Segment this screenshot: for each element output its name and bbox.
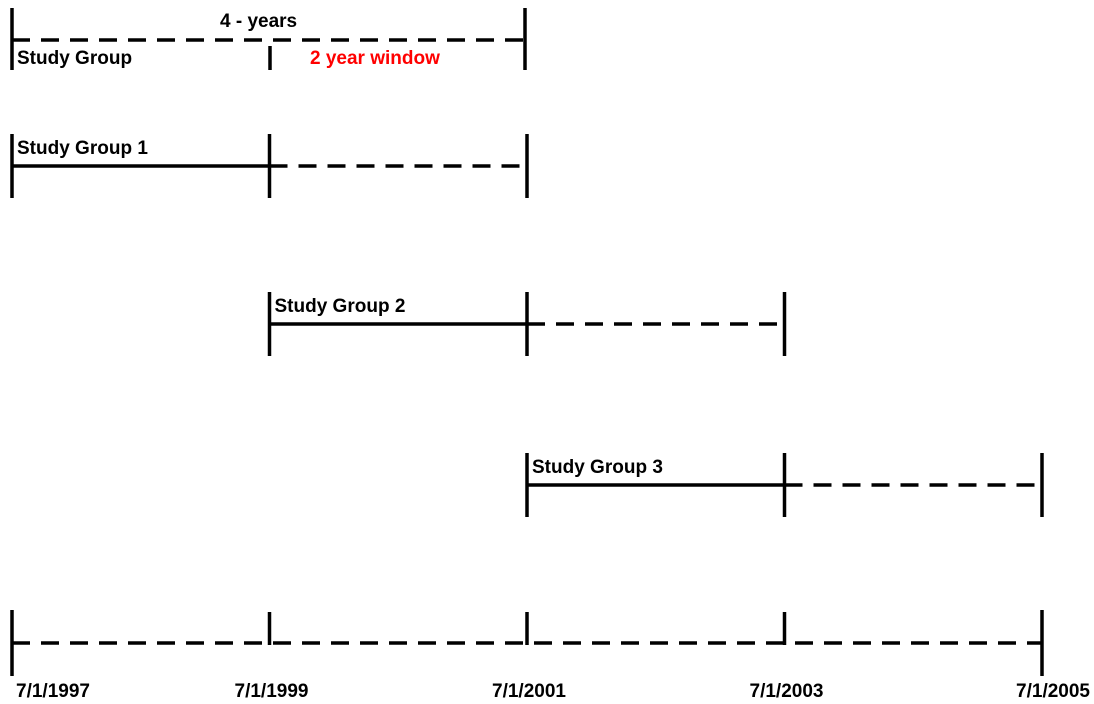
timeline-tick-label: 7/1/2005	[1016, 681, 1090, 702]
timeline-tick-label: 7/1/2003	[750, 681, 824, 702]
timeline-axis: 7/1/1997 7/1/1999 7/1/2001 7/1/2003 7/1/2005	[10, 610, 1090, 702]
study-group-1: Study Group 1	[10, 134, 529, 198]
study-group-label: Study Group 1	[17, 138, 148, 159]
timeline-tick-label: 7/1/2001	[492, 681, 566, 702]
study-group-label: Study Group 2	[275, 296, 406, 317]
legend-group-label: Study Group	[17, 48, 132, 69]
legend: 4 - years Study Group 2 year window	[10, 8, 527, 70]
timeline-tick-label: 7/1/1999	[235, 681, 309, 702]
study-group-3: Study Group 3	[525, 453, 1044, 517]
legend-years-label: 4 - years	[220, 11, 297, 32]
timeline-tick-label: 7/1/1997	[16, 681, 90, 702]
study-groups: Study Group 1 Study Group 2 Study Group 3	[10, 134, 1044, 517]
study-group-label: Study Group 3	[532, 457, 663, 478]
study-group-2: Study Group 2	[267, 292, 787, 356]
legend-window-label: 2 year window	[310, 48, 440, 69]
